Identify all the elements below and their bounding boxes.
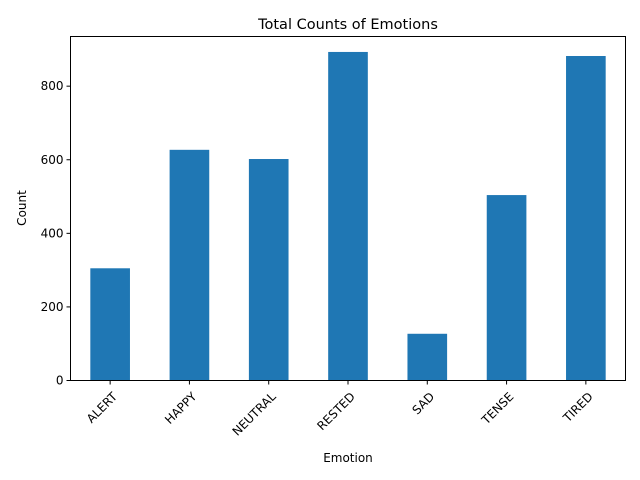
- y-tick-label: 0: [56, 374, 64, 388]
- x-tick-label: HAPPY: [162, 389, 200, 427]
- y-tick-label: 800: [41, 79, 64, 93]
- plot-area-frame: [70, 36, 626, 381]
- bars-group: [90, 51, 606, 381]
- x-axis-label: Emotion: [323, 451, 373, 465]
- y-tick-label: 600: [41, 153, 64, 167]
- bar-happy: [169, 149, 210, 381]
- bar-tired: [566, 55, 606, 381]
- y-tick-label: 200: [41, 300, 64, 314]
- bar-sad: [407, 333, 448, 381]
- x-tick-label: NEUTRAL: [230, 389, 279, 438]
- x-tick-label: TIRED: [560, 390, 596, 426]
- y-axis-ticks: 0 200 400 600 800: [41, 79, 71, 388]
- y-axis-label: Count: [15, 190, 29, 226]
- bar-alert: [90, 268, 130, 381]
- x-tick-label: RESTED: [314, 390, 358, 434]
- chart-title: Total Counts of Emotions: [257, 17, 438, 33]
- x-tick-label: ALERT: [84, 389, 121, 426]
- x-tick-label: TENSE: [478, 390, 516, 428]
- x-tick-label: SAD: [409, 390, 437, 418]
- bar-rested: [328, 51, 368, 381]
- x-axis-ticks: ALERT HAPPY NEUTRAL RESTED SAD TENSE TIRED: [84, 380, 596, 439]
- bar-neutral: [248, 159, 289, 381]
- y-tick-label: 400: [41, 226, 64, 240]
- bar-tense: [486, 195, 527, 381]
